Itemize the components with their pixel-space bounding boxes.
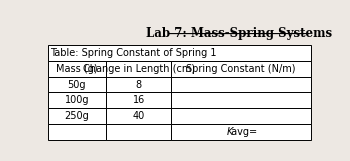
Bar — [172, 61, 311, 77]
Bar — [48, 45, 311, 61]
Text: 16: 16 — [132, 95, 145, 105]
Bar — [48, 61, 106, 77]
Text: avg=: avg= — [228, 127, 257, 137]
Text: K: K — [226, 127, 233, 137]
Bar — [106, 61, 172, 77]
Text: 8: 8 — [135, 80, 142, 90]
Bar — [48, 124, 106, 140]
Bar — [106, 108, 172, 124]
Bar — [106, 124, 172, 140]
Text: 40: 40 — [132, 111, 145, 121]
Bar — [106, 92, 172, 108]
Text: 100g: 100g — [64, 95, 89, 105]
Bar — [48, 92, 106, 108]
Text: Change in Length (cm): Change in Length (cm) — [83, 64, 195, 74]
Bar — [106, 77, 172, 92]
Bar — [172, 77, 311, 92]
Bar — [48, 108, 106, 124]
Text: Lab 7: Mass-Spring Systems: Lab 7: Mass-Spring Systems — [146, 27, 332, 40]
Text: Table: Spring Constant of Spring 1: Table: Spring Constant of Spring 1 — [50, 48, 217, 58]
Text: 50g: 50g — [68, 80, 86, 90]
Text: Spring Constant (N/m): Spring Constant (N/m) — [187, 64, 296, 74]
Text: Mass (g): Mass (g) — [56, 64, 98, 74]
Bar — [172, 92, 311, 108]
Bar — [48, 77, 106, 92]
Text: 250g: 250g — [64, 111, 89, 121]
Bar — [172, 124, 311, 140]
Bar — [172, 108, 311, 124]
